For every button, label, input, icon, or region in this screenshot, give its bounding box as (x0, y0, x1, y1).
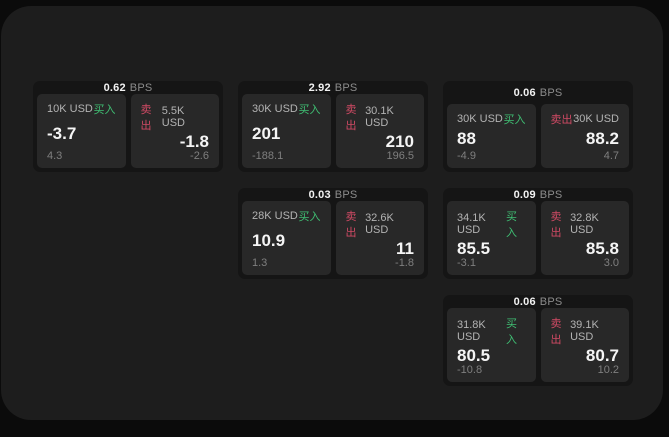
bps-header: 2.92 BPS (242, 81, 424, 94)
buy-panel[interactable]: 34.1K USD 买入 85.5 -3.1 (447, 201, 536, 275)
sell-amount: 30.1K USD (365, 105, 394, 129)
bps-value: 0.09 (513, 188, 536, 201)
buy-button[interactable]: 买入 (503, 114, 526, 126)
bps-unit: BPS (334, 81, 358, 94)
quote-card: 0.06 BPS 31.8K USD 买入 80.5 -10.8 卖 (443, 295, 633, 386)
sell-price: 85.8 (585, 239, 619, 258)
buy-price: -3.7 (47, 124, 77, 143)
buy-button[interactable]: 买入 (93, 104, 116, 116)
quote-subrow: 34.1K USD 买入 85.5 -3.1 卖出 32.8K USD 85.8… (447, 201, 629, 275)
sell-amount: 32.8K USD (570, 212, 599, 236)
sell-delta: 10.2 (597, 364, 619, 376)
sell-panel[interactable]: 卖出 30K USD 88.2 4.7 (540, 104, 629, 168)
buy-delta: 1.3 (252, 257, 268, 269)
sell-panel[interactable]: 卖出 30.1K USD 210 196.5 (335, 94, 424, 168)
buy-amount: 28K USD (252, 210, 298, 222)
sell-panel[interactable]: 卖出 32.8K USD 85.8 3.0 (540, 201, 629, 275)
bps-unit: BPS (129, 81, 153, 94)
buy-delta: -188.1 (252, 150, 284, 162)
bps-value: 0.06 (513, 86, 536, 99)
buy-panel[interactable]: 28K USD 买入 10.9 1.3 (242, 201, 331, 275)
sell-button[interactable]: 卖出 (345, 211, 357, 239)
buy-button[interactable]: 买入 (298, 211, 321, 223)
buy-price: 80.5 (457, 346, 491, 365)
bps-header: 0.06 BPS (447, 81, 629, 104)
quote-subrow: 10K USD 买入 -3.7 4.3 卖出 5.5K USD -1.8 -2.… (37, 94, 219, 168)
sell-delta: 196.5 (386, 150, 414, 162)
sell-button[interactable]: 卖出 (140, 104, 152, 132)
bps-header: 0.03 BPS (242, 188, 424, 201)
sell-amount: 5.5K USD (161, 105, 185, 129)
sell-button[interactable]: 卖出 (550, 211, 562, 239)
sell-price: 11 (396, 239, 414, 258)
sell-delta: 3.0 (603, 257, 619, 269)
sell-amount: 30K USD (573, 113, 619, 125)
bps-unit: BPS (539, 295, 563, 308)
sell-delta: -2.6 (190, 150, 209, 162)
buy-panel[interactable]: 10K USD 买入 -3.7 4.3 (37, 94, 126, 168)
sell-price: -1.8 (179, 132, 209, 151)
sell-delta: 4.7 (603, 150, 619, 162)
bps-header: 0.62 BPS (37, 81, 219, 94)
sell-delta: -1.8 (395, 257, 414, 269)
sell-amount: 32.6K USD (365, 212, 394, 236)
sell-panel[interactable]: 卖出 39.1K USD 80.7 10.2 (540, 308, 629, 382)
sell-price: 80.7 (585, 346, 619, 365)
quote-subrow: 30K USD 买入 201 -188.1 卖出 30.1K USD 210 1… (242, 94, 424, 168)
main-panel: 0.62 BPS 10K USD 买入 -3.7 4.3 卖出 (1, 6, 663, 420)
sell-panel[interactable]: 卖出 5.5K USD -1.8 -2.6 (130, 94, 219, 168)
bps-value: 0.03 (308, 188, 331, 201)
bps-value: 2.92 (308, 81, 331, 94)
quote-subrow: 28K USD 买入 10.9 1.3 卖出 32.6K USD 11 -1.8 (242, 201, 424, 275)
sell-amount: 39.1K USD (570, 319, 599, 343)
buy-price: 88 (457, 129, 476, 148)
quote-card: 0.06 BPS 30K USD 买入 88 -4.9 卖出 (443, 81, 633, 172)
bps-header: 0.09 BPS (447, 188, 629, 201)
buy-amount: 31.8K USD (457, 319, 486, 343)
buy-amount: 30K USD (252, 103, 298, 115)
buy-delta: -3.1 (457, 257, 476, 269)
bps-unit: BPS (539, 188, 563, 201)
buy-price: 85.5 (457, 239, 491, 258)
buy-amount: 34.1K USD (457, 212, 486, 236)
quote-subrow: 30K USD 买入 88 -4.9 卖出 30K USD 88.2 4.7 (447, 104, 629, 168)
buy-amount: 30K USD (457, 113, 503, 125)
bps-value: 0.62 (103, 81, 126, 94)
sell-button[interactable]: 卖出 (345, 104, 357, 132)
quote-card: 0.62 BPS 10K USD 买入 -3.7 4.3 卖出 (33, 81, 223, 172)
quote-card: 0.03 BPS 28K USD 买入 10.9 1.3 卖出 (238, 188, 428, 279)
sell-price: 88.2 (585, 129, 619, 148)
bps-unit: BPS (539, 86, 563, 99)
bps-value: 0.06 (513, 295, 536, 308)
buy-button[interactable]: 买入 (298, 104, 321, 116)
sell-button[interactable]: 卖出 (550, 114, 573, 126)
buy-delta: 4.3 (47, 150, 63, 162)
buy-price: 10.9 (252, 231, 286, 250)
buy-panel[interactable]: 31.8K USD 买入 80.5 -10.8 (447, 308, 536, 382)
buy-price: 201 (252, 124, 281, 143)
buy-delta: -10.8 (457, 364, 483, 376)
buy-panel[interactable]: 30K USD 买入 201 -188.1 (242, 94, 331, 168)
buy-amount: 10K USD (47, 103, 93, 115)
buy-button[interactable]: 买入 (505, 318, 517, 346)
bps-unit: BPS (334, 188, 358, 201)
quote-card: 2.92 BPS 30K USD 买入 201 -188.1 卖出 (238, 81, 428, 172)
sell-panel[interactable]: 卖出 32.6K USD 11 -1.8 (335, 201, 424, 275)
quote-card: 0.09 BPS 34.1K USD 买入 85.5 -3.1 卖出 (443, 188, 633, 279)
buy-button[interactable]: 买入 (505, 211, 517, 239)
buy-panel[interactable]: 30K USD 买入 88 -4.9 (447, 104, 536, 168)
sell-price: 210 (385, 132, 414, 151)
bps-header: 0.06 BPS (447, 295, 629, 308)
buy-delta: -4.9 (457, 150, 476, 162)
quote-subrow: 31.8K USD 买入 80.5 -10.8 卖出 39.1K USD 80.… (447, 308, 629, 382)
sell-button[interactable]: 卖出 (550, 318, 562, 346)
quote-grid: 0.62 BPS 10K USD 买入 -3.7 4.3 卖出 (33, 81, 633, 386)
